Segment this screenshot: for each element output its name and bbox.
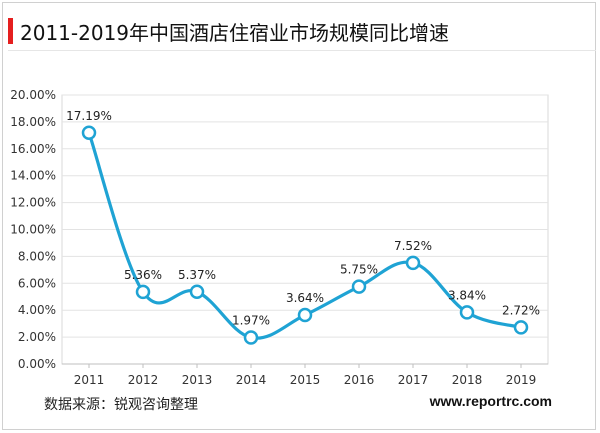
y-tick-label: 12.00% <box>10 196 56 210</box>
chart-frame <box>2 2 596 430</box>
y-tick-label: 8.00% <box>18 249 56 263</box>
data-label: 7.52% <box>394 239 432 253</box>
data-point <box>81 125 97 141</box>
y-tick-label: 14.00% <box>10 169 56 183</box>
y-tick-label: 20.00% <box>10 88 56 102</box>
data-point <box>513 320 529 335</box>
y-tick-label: 10.00% <box>10 223 56 237</box>
y-tick-label: 6.00% <box>18 276 56 290</box>
data-source-note: 数据来源：锐观咨询整理 <box>44 397 198 413</box>
data-label: 5.36% <box>124 268 162 282</box>
y-tick-label: 2.00% <box>18 330 56 344</box>
data-label: 5.37% <box>178 268 216 282</box>
y-tick-label: 0.00% <box>18 357 56 371</box>
data-point <box>405 255 421 271</box>
series-line <box>87 132 522 340</box>
y-tick-label: 16.00% <box>10 142 56 156</box>
data-label: 1.97% <box>232 314 270 328</box>
x-tick-label: 2016 <box>344 373 375 387</box>
x-tick-label: 2015 <box>290 373 321 387</box>
data-point <box>351 279 367 294</box>
x-tick-label: 2014 <box>236 373 267 387</box>
title-divider <box>8 50 596 51</box>
data-label: 3.64% <box>286 291 324 305</box>
x-tick-label: 2012 <box>128 373 159 387</box>
source-url: www.reportrc.com <box>429 393 552 409</box>
data-point <box>459 305 475 320</box>
data-point <box>297 307 313 323</box>
x-tick-label: 2019 <box>506 373 537 387</box>
y-tick-label: 4.00% <box>18 303 56 317</box>
y-tick-label: 18.00% <box>10 115 56 129</box>
data-point <box>243 330 259 345</box>
title-accent-bar <box>8 18 13 44</box>
x-tick-label: 2018 <box>452 373 483 387</box>
data-label: 2.72% <box>502 303 540 317</box>
data-label: 5.75% <box>340 263 378 277</box>
chart-title: 2011-2019年中国酒店住宿业市场规模同比增速 <box>20 21 450 45</box>
x-tick-label: 2017 <box>398 373 429 387</box>
x-tick-label: 2011 <box>74 373 105 387</box>
data-point <box>135 284 151 300</box>
data-label: 3.84% <box>448 288 486 302</box>
data-point <box>189 284 205 300</box>
data-label: 17.19% <box>66 109 112 123</box>
x-tick-label: 2013 <box>182 373 213 387</box>
